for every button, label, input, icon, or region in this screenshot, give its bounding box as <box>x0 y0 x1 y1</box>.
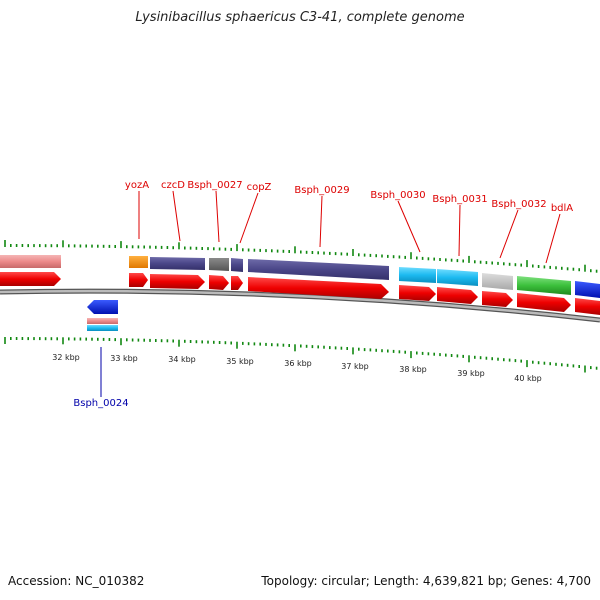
gene-label-yozA: yozA <box>125 180 149 191</box>
gene-block-bdlA <box>517 276 571 295</box>
map-title: Lysinibacillus sphaericus C3-41, complet… <box>135 10 465 25</box>
gene-labels: yozA czcD Bsph_0027 copZ Bsph_0029 Bsph_… <box>73 180 573 409</box>
tick-label-40kbp: 40 kbp <box>514 374 542 383</box>
cds-arrow-bsph0027 <box>209 275 229 290</box>
gene-label-czcD: czcD <box>161 180 185 191</box>
gene-block-left-pink <box>0 255 61 268</box>
tick-label-34kbp: 34 kbp <box>168 355 196 364</box>
cds-arrow-bsph0032 <box>482 291 513 307</box>
cds-arrow-bsph0030 <box>399 285 436 301</box>
tick-label-36kbp: 36 kbp <box>284 359 312 368</box>
genome-backbone <box>0 288 600 323</box>
gene-label-bsph0029: Bsph_0029 <box>294 185 349 196</box>
cds-track-forward <box>0 272 600 315</box>
tick-label-37kbp: 37 kbp <box>341 362 369 371</box>
tick-label-38kbp: 38 kbp <box>399 365 427 374</box>
genome-summary-text: Topology: circular; Length: 4,639,821 bp… <box>261 574 591 588</box>
cds-arrow-left <box>0 272 61 286</box>
tick-label-32kbp: 32 kbp <box>52 353 80 362</box>
cds-arrow-czcD <box>150 274 205 289</box>
tick-label-33kbp: 33 kbp <box>110 354 138 363</box>
gene-label-bsph0027: Bsph_0027 <box>187 180 242 191</box>
cds-arrow-bsph0031 <box>437 287 478 304</box>
gene-label-bsph0031: Bsph_0031 <box>432 194 487 205</box>
gene-block-bsph0029 <box>248 259 389 280</box>
feature-track-cog <box>0 255 600 298</box>
tick-label-39kbp: 39 kbp <box>457 369 485 378</box>
gene-label-bdlA: bdlA <box>551 203 573 214</box>
cds-arrow-right <box>575 298 600 315</box>
gene-label-copZ: copZ <box>247 182 272 193</box>
gene-label-bsph0032: Bsph_0032 <box>491 199 546 210</box>
cds-arrow-copZ <box>231 276 243 290</box>
label-leader-lines <box>100 190 561 397</box>
cds-arrow-bdlA <box>517 293 571 312</box>
accession-text: Accession: NC_010382 <box>8 574 145 588</box>
gene-block-copZ <box>231 258 243 272</box>
gene-label-bsph0024: Bsph_0024 <box>73 398 128 409</box>
gene-block-czcD <box>150 257 205 270</box>
gene-block-bsph0027 <box>209 258 229 271</box>
tick-label-35kbp: 35 kbp <box>226 357 254 366</box>
tick-row-upper <box>4 240 598 273</box>
gene-label-bsph0030: Bsph_0030 <box>370 190 425 201</box>
cds-arrow-yozA <box>129 273 148 287</box>
reverse-arrow-bsph0024 <box>87 300 118 314</box>
reverse-strand-gene-bsph0024 <box>87 300 118 331</box>
cds-arrow-bsph0029 <box>248 277 389 299</box>
gene-block-bsph0030 <box>399 267 436 283</box>
gene-block-right-blue <box>575 281 600 298</box>
scale-tick-labels: 32 kbp 33 kbp 34 kbp 35 kbp 36 kbp 37 kb… <box>52 353 542 383</box>
gene-block-bsph0031 <box>437 269 478 286</box>
tick-row-lower <box>4 337 598 373</box>
gene-block-bsph0032 <box>482 273 513 290</box>
gene-block-yozA <box>129 256 148 268</box>
